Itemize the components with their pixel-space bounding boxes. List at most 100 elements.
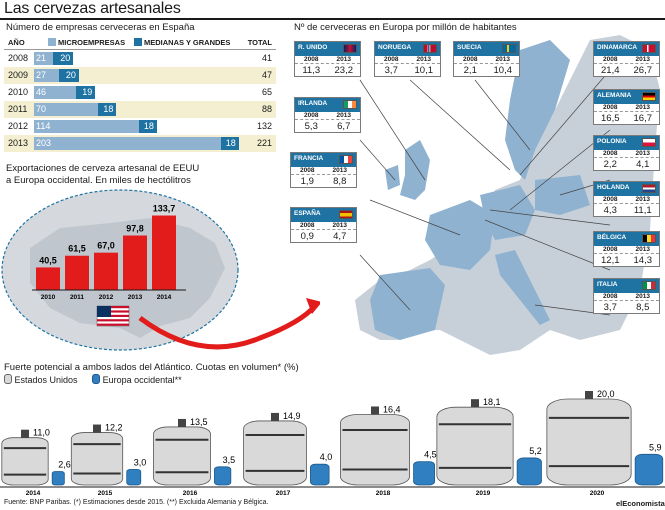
export-bar (94, 252, 118, 290)
map-heading: Nº de cerveceras en Europa por millón de… (294, 22, 517, 33)
bar-micro: 114 (34, 120, 139, 133)
bar-medium: 18 (98, 103, 117, 116)
year-2008-label: 2008 (463, 56, 478, 63)
country-name: R. UNIDO (295, 42, 360, 56)
flag-icon (502, 44, 516, 53)
flag-icon (343, 100, 357, 109)
row-total: 41 (261, 53, 272, 63)
country-values: 2,1 10,4 (454, 63, 519, 76)
country-box: DINAMARCA 2008 2013 21,4 26,7 (593, 41, 660, 77)
year-2013-label: 2013 (635, 150, 650, 157)
value-2013: 8,8 (333, 176, 347, 187)
flag-icon (423, 44, 437, 53)
country-values: 4,3 11,1 (594, 203, 659, 216)
country-name-text: POLONIA (597, 138, 627, 145)
us-value-label: 13,5 (190, 417, 208, 427)
legend-eu-label: Europa occidental** (102, 375, 182, 385)
year-2013-label: 2013 (635, 246, 650, 253)
country-values: 3,7 8,5 (594, 300, 659, 313)
us-keg (546, 398, 632, 486)
value-2008: 4,3 (603, 205, 617, 216)
value-2008: 3,7 (603, 302, 617, 313)
page-title: Las cervezas artesanales (4, 0, 181, 17)
country-years: 2008 2013 (295, 56, 360, 63)
us-value-label: 16,4 (383, 404, 401, 414)
us-value-label: 18,1 (483, 397, 501, 407)
year-2013-label: 2013 (336, 56, 351, 63)
export-year-label: 2014 (157, 294, 172, 301)
bar-medium: 20 (53, 52, 74, 65)
kegs: 11,0 2,6 2014 12,2 3,0 2015 13,5 3,5 2016 14,9 4,0… (1, 389, 664, 497)
country-years: 2008 2013 (375, 56, 440, 63)
export-value-label: 61,5 (68, 244, 86, 254)
us-value-label: 12,2 (105, 423, 123, 433)
table-row: 2012 114 18 132 (4, 118, 276, 135)
export-bar (152, 215, 176, 290)
bar-medium: 18 (138, 120, 157, 133)
export-bar (123, 235, 147, 290)
country-years: 2008 2013 (295, 112, 360, 119)
bar-micro: 203 (34, 137, 221, 150)
keg-tap-icon (178, 418, 186, 427)
country-name-text: ALEMANIA (597, 92, 632, 99)
brand-logo: elEconomista (616, 499, 665, 508)
flag-icon (642, 44, 656, 53)
value-2008: 3,7 (384, 65, 398, 76)
keg-tap-icon (21, 429, 29, 438)
year-2013-label: 2013 (635, 293, 650, 300)
country-values: 5,3 6,7 (295, 119, 360, 132)
legend-us-keg-icon (4, 374, 12, 384)
table-row: 2009 27 20 47 (4, 67, 276, 84)
value-2008: 16,5 (601, 113, 620, 124)
export-bar (65, 255, 89, 290)
country-values: 12,1 14,3 (594, 253, 659, 266)
country-name-text: ITALIA (597, 281, 618, 288)
table-row: 2010 46 19 65 (4, 84, 276, 101)
eu-keg (516, 457, 542, 486)
value-2008: 5,3 (304, 121, 318, 132)
flag-icon (642, 138, 656, 147)
country-name-text: DINAMARCA (597, 44, 638, 51)
country-name-text: HOLANDA (597, 184, 630, 191)
country-name: BÉLGICA (594, 232, 659, 246)
row-total: 65 (261, 87, 272, 97)
country-name-text: NORUEGA (378, 44, 412, 51)
us-keg (436, 406, 514, 486)
country-name-text: ESPAÑA (294, 210, 321, 217)
country-years: 2008 2013 (594, 246, 659, 253)
export-year-label: 2011 (70, 294, 84, 301)
share-year-label: 2017 (276, 490, 291, 497)
year-2008-label: 2008 (384, 56, 399, 63)
value-2013: 8,5 (636, 302, 650, 313)
year-2008-label: 2008 (300, 167, 315, 174)
year-2013-label: 2013 (635, 104, 650, 111)
year-2008-label: 2008 (304, 112, 319, 119)
country-box: POLONIA 2008 2013 2,2 4,1 (593, 135, 660, 171)
export-value-label: 97,8 (126, 224, 144, 234)
flag-icon (339, 155, 353, 164)
flag-icon (642, 184, 656, 193)
exports-heading: Exportaciones de cerveza artesanal de EE… (6, 163, 199, 187)
keg-tap-icon (271, 412, 279, 421)
country-box: ALEMANIA 2008 2013 16,5 16,7 (593, 89, 660, 125)
eu-value-label: 5,2 (529, 446, 542, 456)
eu-keg (126, 469, 142, 486)
country-box: NORUEGA 2008 2013 3,7 10,1 (374, 41, 441, 77)
col-year: AÑO (8, 38, 25, 47)
value-2013: 4,7 (333, 231, 347, 242)
europe-map (355, 35, 660, 355)
keg-tap-icon (371, 406, 379, 415)
flag-icon (642, 281, 656, 290)
country-name: ESPAÑA (291, 208, 356, 222)
year-2013-label: 2013 (332, 167, 347, 174)
value-2013: 23,2 (334, 65, 354, 76)
value-2008: 2,2 (603, 159, 617, 170)
country-name-text: BÉLGICA (597, 234, 627, 241)
country-values: 16,5 16,7 (594, 111, 659, 124)
country-name: DINAMARCA (594, 42, 659, 56)
legend-medium: MEDIANAS Y GRANDES (134, 38, 230, 47)
export-year-label: 2013 (128, 294, 143, 301)
eu-keg (51, 471, 65, 486)
eu-keg (214, 466, 232, 486)
country-years: 2008 2013 (594, 150, 659, 157)
